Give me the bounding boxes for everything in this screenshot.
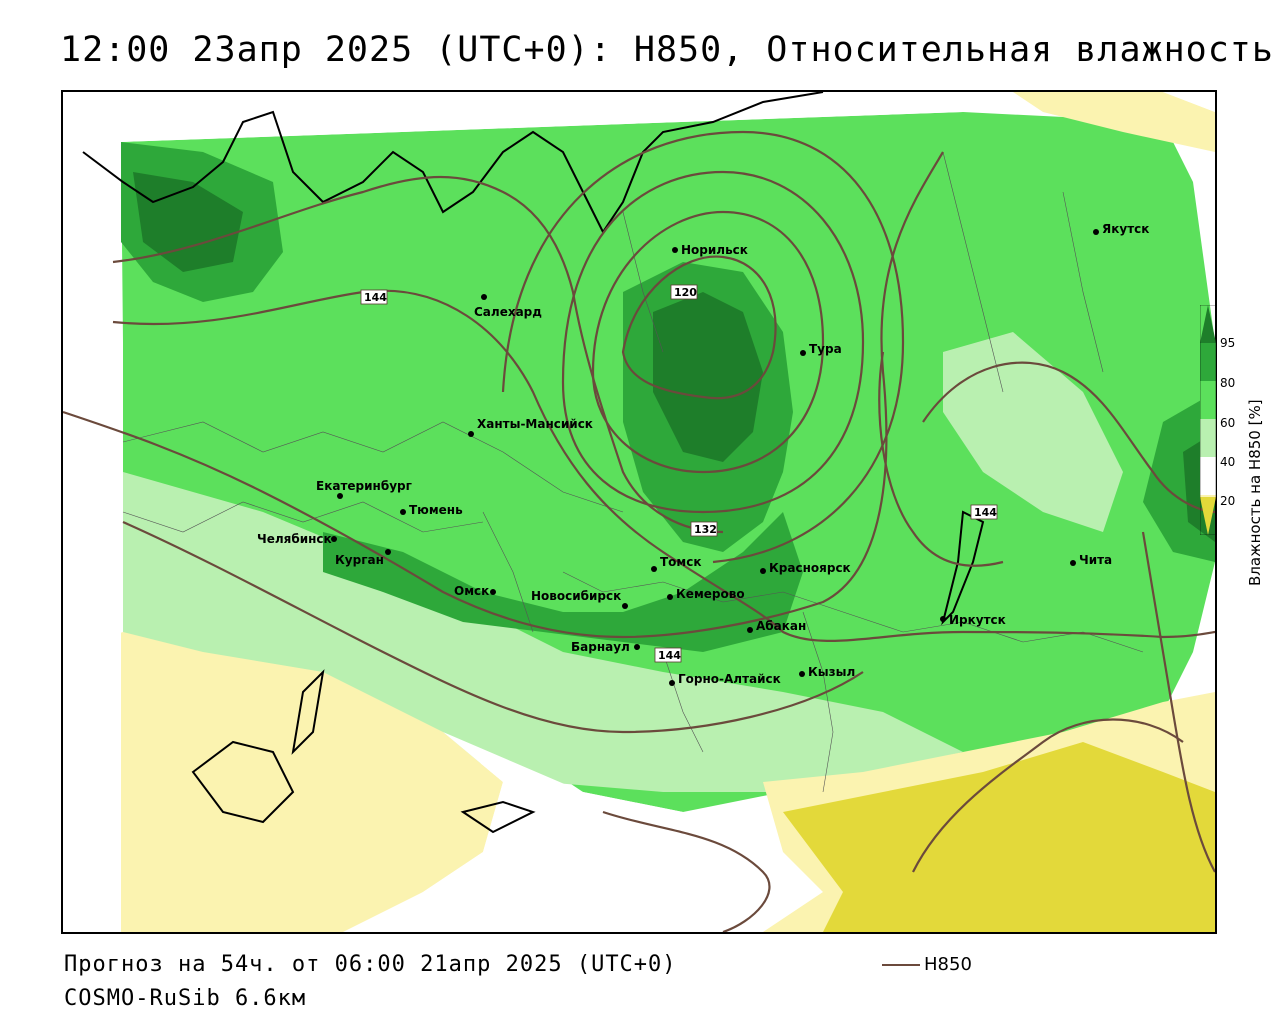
contour-label-4: 144 [654,647,682,663]
city-kyzyl: Кызыл [799,665,855,679]
map-panel: 144 120 132 144 144 Норильск Якутск [61,90,1217,934]
city-barnaul: Барнаул [571,640,640,654]
svg-text:Курган: Курган [335,553,384,567]
svg-text:144: 144 [364,291,387,304]
svg-text:Томск: Томск [660,555,702,569]
city-khanty-mansiysk: Ханты-Мансийск [468,417,593,437]
colorbar-tick-60: 60 [1220,416,1236,430]
svg-text:Тюмень: Тюмень [409,503,463,517]
city-tura: Тура [800,342,842,356]
city-chelyabinsk: Челябинск [257,532,337,546]
colorbar-title: Влажность на H850 [%] [1246,399,1264,586]
svg-text:Красноярск: Красноярск [769,561,851,575]
svg-text:Якутск: Якутск [1102,222,1149,236]
city-gorno-altaysk: Горно-Алтайск [669,672,781,686]
city-salekhard: Салехард [474,294,542,319]
svg-text:132: 132 [694,523,717,536]
colorbar-tick-20: 20 [1220,494,1236,508]
colorbar-tick-95: 95 [1220,336,1236,350]
city-yekaterinburg: Екатеринбург [316,479,412,499]
svg-text:Екатеринбург: Екатеринбург [316,479,412,493]
city-omsk: Омск [454,584,496,598]
contour-label-1: 144 [360,289,388,305]
city-tomsk: Томск [651,555,702,572]
contour-labels: 144 120 132 144 144 [360,284,998,663]
svg-text:Кызыл: Кызыл [808,665,855,679]
city-norilsk: Норильск [672,243,748,257]
svg-text:Тура: Тура [809,342,842,356]
model-name: COSMO-RuSib 6.6км [64,986,307,1011]
h850-legend-label: H850 [924,954,972,975]
city-krasnoyarsk: Красноярск [760,561,851,575]
svg-text:Челябинск: Челябинск [257,532,332,546]
svg-text:Норильск: Норильск [681,243,748,257]
svg-text:Чита: Чита [1079,553,1112,567]
colorbar-tick-40: 40 [1220,455,1236,469]
svg-text:120: 120 [674,286,697,299]
map-title: 12:00 23апр 2025 (UTC+0): H850, Относите… [60,30,1274,70]
contour-label-2: 120 [670,284,698,300]
contour-label-3: 132 [690,521,718,537]
city-abakan: Абакан [747,619,806,633]
city-kurgan: Курган [335,549,391,567]
city-novosibirsk: Новосибирск [531,589,628,609]
admin-borders [122,151,1144,793]
humidity-colorbar [1200,305,1216,535]
svg-text:Ханты-Мансийск: Ханты-Мансийск [477,417,593,431]
svg-text:Горно-Алтайск: Горно-Алтайск [678,672,781,686]
city-chita: Чита [1070,553,1112,567]
svg-text:Абакан: Абакан [756,619,806,633]
city-yakutsk: Якутск [1093,222,1149,236]
humidity-field [63,92,1215,932]
svg-text:Омск: Омск [454,584,489,598]
city-irkutsk: Иркутск [940,613,1006,627]
svg-text:Новосибирск: Новосибирск [531,589,621,603]
map-svg: 144 120 132 144 144 Норильск Якутск [63,92,1215,932]
colorbar-tick-80: 80 [1220,376,1236,390]
h850-legend-line [882,964,920,966]
svg-text:144: 144 [974,506,997,519]
svg-text:144: 144 [658,649,681,662]
city-tyumen: Тюмень [400,503,463,517]
contour-label-5: 144 [970,504,998,520]
svg-text:Салехард: Салехард [474,305,542,319]
svg-text:Иркутск: Иркутск [949,613,1006,627]
forecast-info: Прогноз на 54ч. от 06:00 21апр 2025 (UTC… [64,952,677,977]
city-kemerovo: Кемерово [667,587,745,601]
svg-text:Кемерово: Кемерово [676,587,745,601]
svg-text:Барнаул: Барнаул [571,640,630,654]
cities: Норильск Якутск Салехард Тура Ханты-Манс… [257,222,1149,686]
